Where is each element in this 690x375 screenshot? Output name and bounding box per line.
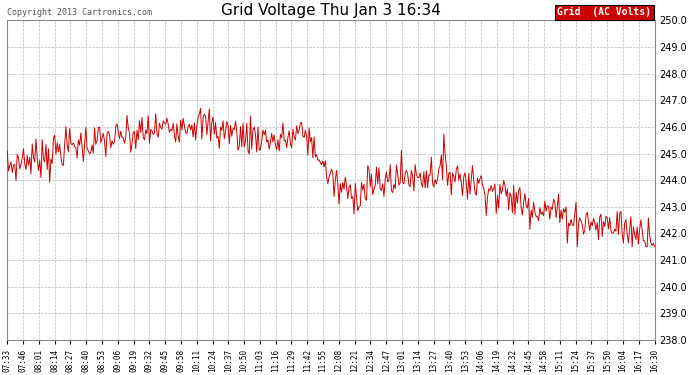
Title: Grid Voltage Thu Jan 3 16:34: Grid Voltage Thu Jan 3 16:34: [221, 3, 441, 18]
Text: Copyright 2013 Cartronics.com: Copyright 2013 Cartronics.com: [8, 8, 152, 17]
Text: Grid  (AC Volts): Grid (AC Volts): [558, 7, 651, 17]
